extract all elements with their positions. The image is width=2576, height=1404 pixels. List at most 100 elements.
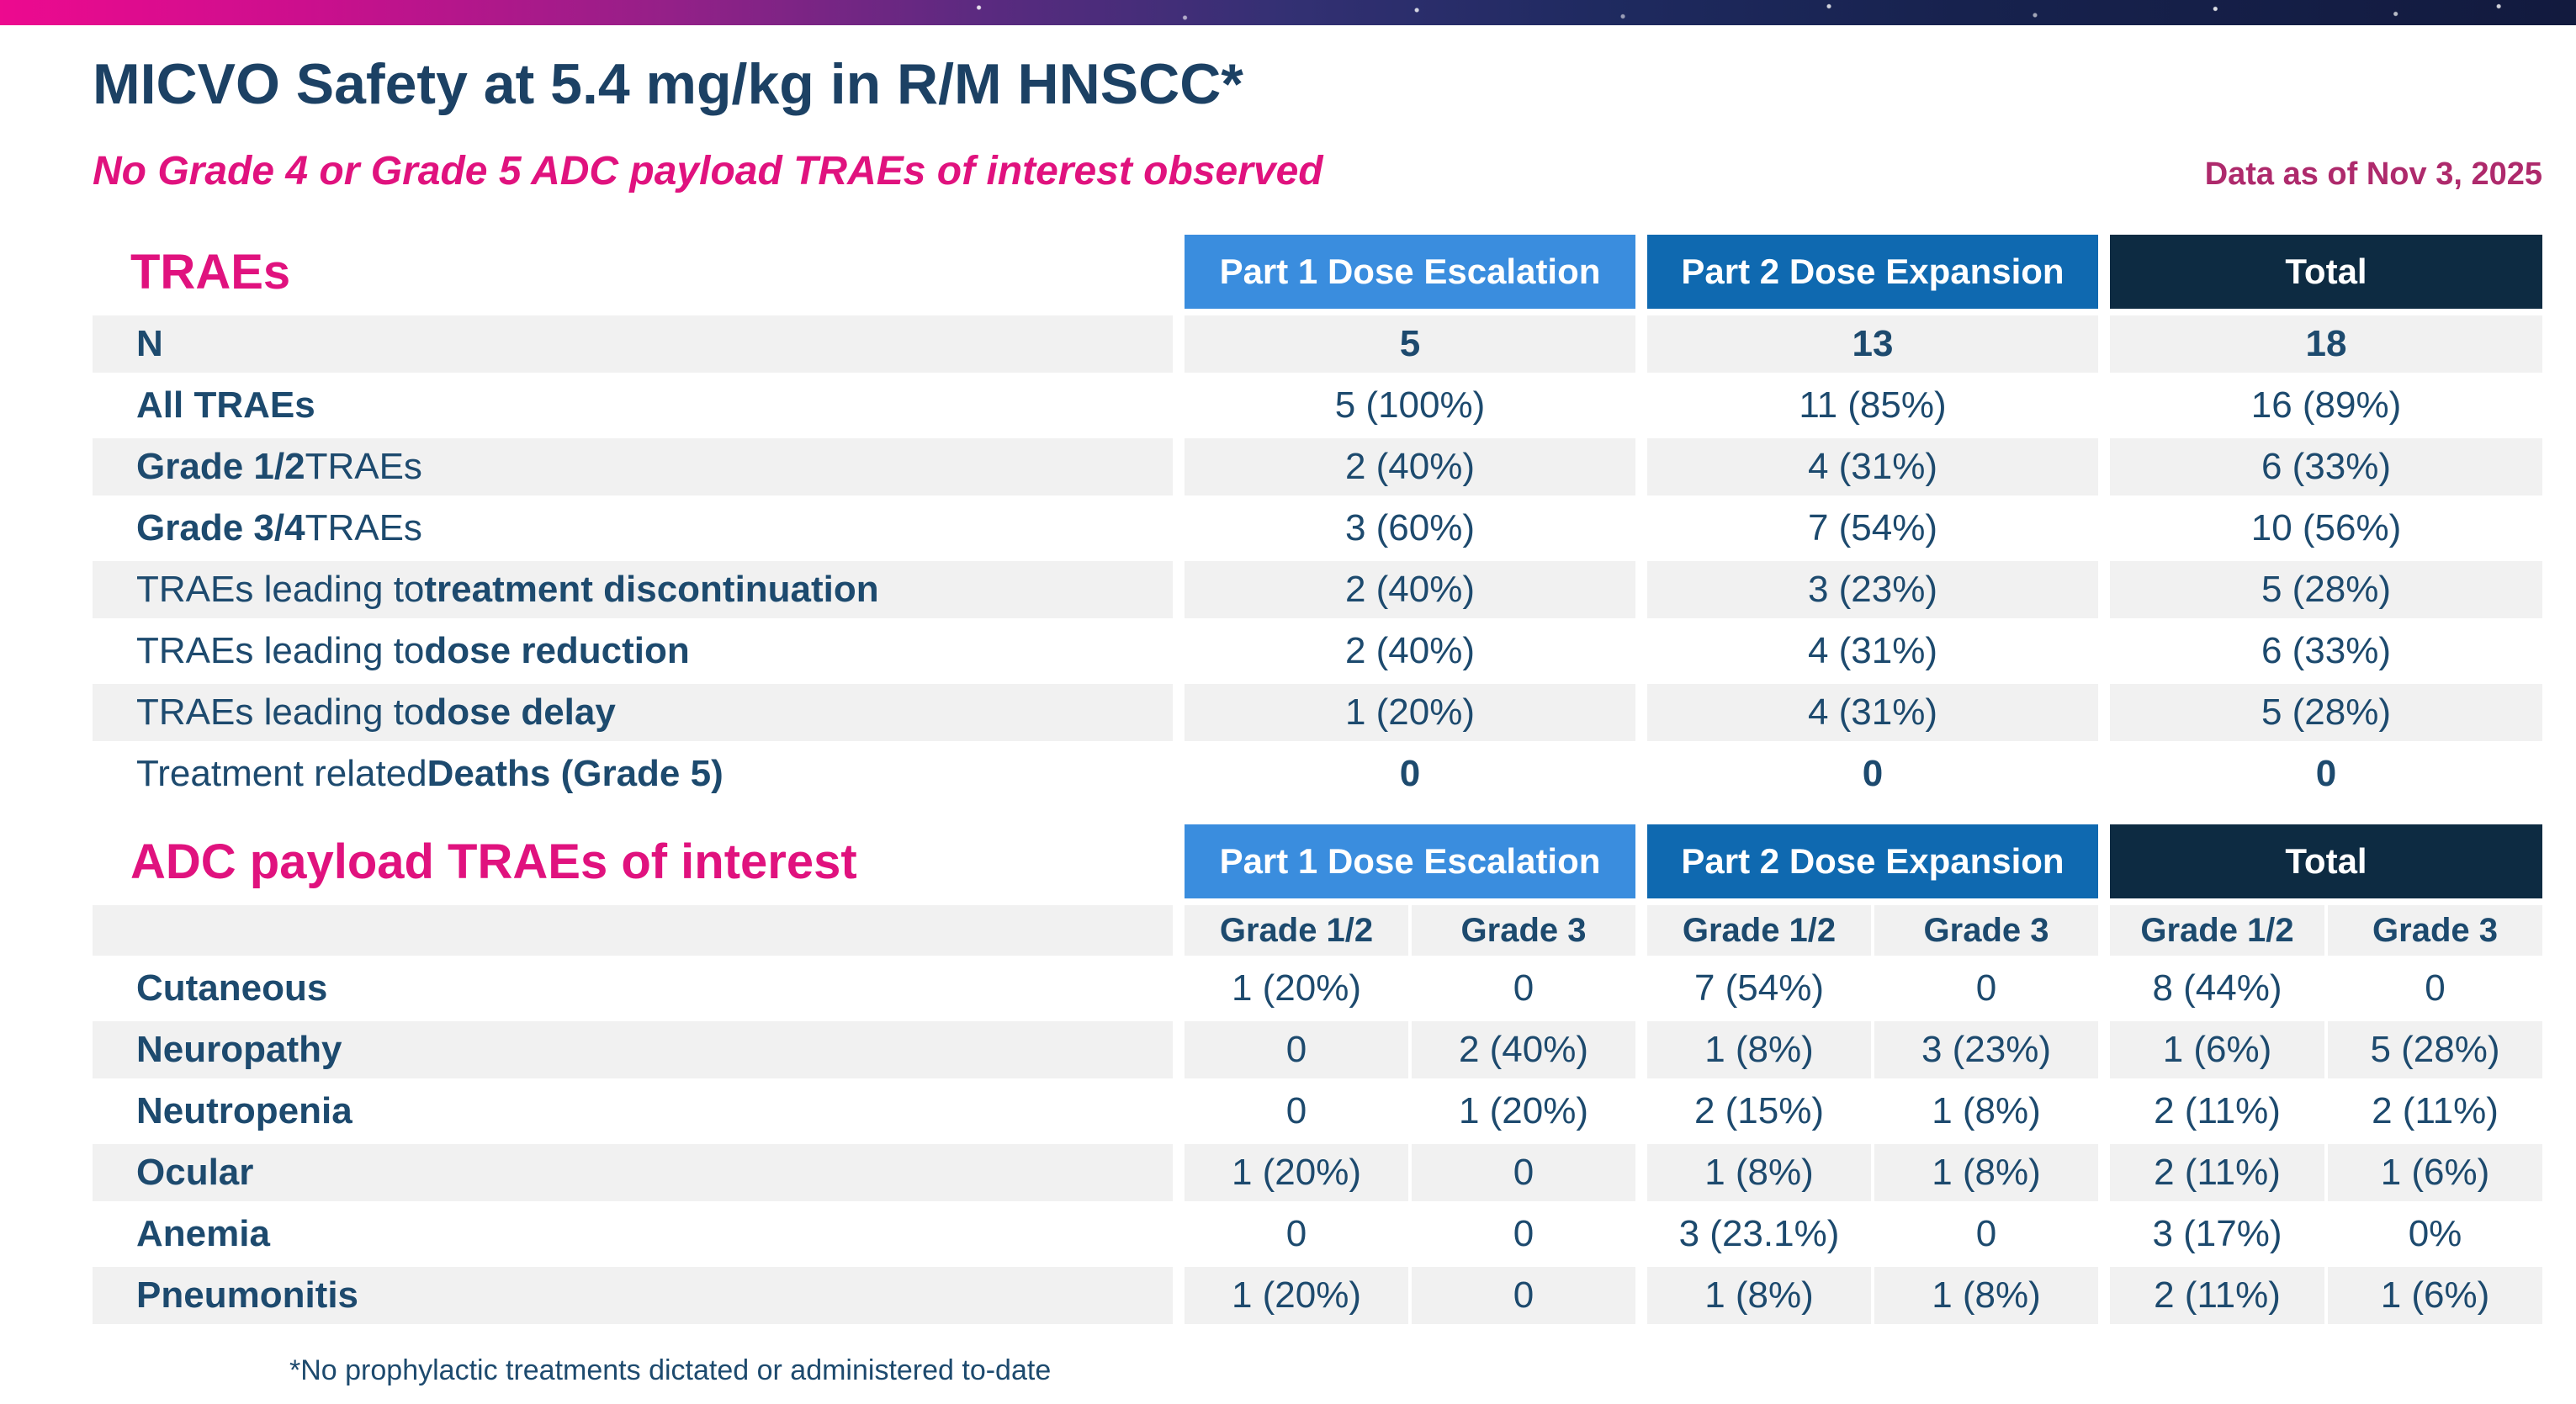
- table-row-cutaneous: Cutaneous 1 (20%) 0 7 (54%) 0 8 (44%) 0: [93, 960, 2542, 1017]
- page-title: MICVO Safety at 5.4 mg/kg in R/M HNSCC*: [93, 52, 1243, 116]
- footnote: *No prophylactic treatments dictated or …: [289, 1354, 1052, 1387]
- value-cell: 5 (28%): [2110, 684, 2542, 742]
- subheader-grade3: Grade 3: [1412, 905, 1635, 956]
- value-cell: 5 (100%): [1334, 384, 1486, 426]
- label-bold: dose delay: [424, 691, 616, 734]
- value-cell: 0: [1513, 967, 1534, 1009]
- value-cell: 1 (20%): [1185, 1267, 1408, 1325]
- value-cell: 5 (28%): [2328, 1021, 2542, 1079]
- label-bold: treatment discontinuation: [424, 569, 879, 611]
- adc-grade-subheader-row: Grade 1/2 Grade 3 Grade 1/2 Grade 3 Grad…: [93, 905, 2542, 956]
- row-label: TRAEs leading to dose delay: [93, 684, 1173, 742]
- row-label: Neutropenia: [136, 1090, 352, 1132]
- value-cell: 3 (23.1%): [1678, 1213, 1840, 1255]
- row-label: Cutaneous: [136, 967, 328, 1009]
- table-row-neuropathy: Neuropathy 0 2 (40%) 1 (8%) 3 (23%) 1 (6…: [93, 1021, 2542, 1079]
- col-header-part1-dose-escalation: Part 1 Dose Escalation: [1185, 824, 1635, 899]
- row-label: All TRAEs: [93, 377, 1173, 434]
- slide-content: MICVO Safety at 5.4 mg/kg in R/M HNSCC* …: [0, 25, 2576, 1387]
- row-label: Treatment related Deaths (Grade 5): [93, 745, 1173, 803]
- section-title-adc-payload: ADC payload TRAEs of interest: [130, 834, 857, 889]
- subtitle: No Grade 4 or Grade 5 ADC payload TRAEs …: [93, 149, 1323, 194]
- value-cell: 2 (15%): [1693, 1090, 1825, 1132]
- table-row-dose-delay: TRAEs leading to dose delay 1 (20%) 4 (3…: [93, 684, 2542, 742]
- label-bold: N: [136, 323, 163, 365]
- traes-table: TRAEs Part 1 Dose Escalation Part 2 Dose…: [93, 235, 2542, 803]
- value-cell: 0: [1975, 967, 1997, 1009]
- subheader-grade12: Grade 1/2: [1185, 905, 1408, 956]
- value-cell: 1 (8%): [1932, 1090, 2041, 1132]
- col-header-part1-dose-escalation: Part 1 Dose Escalation: [1185, 235, 1635, 310]
- row-label: Anemia: [136, 1213, 270, 1255]
- subheader-grade12: Grade 1/2: [1647, 905, 1871, 956]
- value-cell: 0: [1185, 1021, 1408, 1079]
- table-row-grade12-traes: Grade 1/2 TRAEs 2 (40%) 4 (31%) 6 (33%): [93, 438, 2542, 496]
- col-header-part2-dose-expansion: Part 2 Dose Expansion: [1647, 824, 2098, 899]
- value-cell: 2 (40%): [1185, 438, 1635, 496]
- label-bold: dose reduction: [424, 630, 690, 672]
- row-label: TRAEs leading to treatment discontinuati…: [93, 561, 1173, 619]
- row-label: Ocular: [93, 1144, 1173, 1202]
- value-cell: 1 (6%): [2328, 1267, 2542, 1325]
- table-row-all-traes: All TRAEs 5 (100%) 11 (85%) 16 (89%): [93, 377, 2542, 434]
- data-as-of-label: Data as of Nov 3, 2025: [2204, 156, 2542, 193]
- value-cell: 0: [1399, 753, 1421, 795]
- value-cell: 0: [2315, 753, 2337, 795]
- value-cell: 0: [1412, 1267, 1635, 1325]
- value-cell: 8 (44%): [2152, 967, 2282, 1009]
- value-cell: 0: [1513, 1213, 1534, 1255]
- table-row-grade34-traes: Grade 3/4 TRAEs 3 (60%) 7 (54%) 10 (56%): [93, 500, 2542, 557]
- value-cell: 16 (89%): [2250, 384, 2402, 426]
- table-row-neutropenia: Neutropenia 0 1 (20%) 2 (15%) 1 (8%) 2 (…: [93, 1083, 2542, 1140]
- top-banner-gradient: [0, 0, 2576, 25]
- row-label: Grade 1/2 TRAEs: [93, 438, 1173, 496]
- table-row-deaths-grade5: Treatment related Deaths (Grade 5) 0 0 0: [93, 745, 2542, 803]
- label-bold: Deaths (Grade 5): [427, 753, 724, 795]
- row-label: N: [93, 315, 1173, 374]
- row-label: TRAEs leading to dose reduction: [93, 623, 1173, 680]
- traes-header-row: TRAEs Part 1 Dose Escalation Part 2 Dose…: [93, 235, 2542, 310]
- row-label: Neuropathy: [93, 1021, 1173, 1079]
- value-cell: 1 (6%): [2110, 1021, 2324, 1079]
- value-cell: 5 (28%): [2110, 561, 2542, 619]
- value-cell: 1 (8%): [1874, 1267, 2098, 1325]
- value-cell: 0: [1412, 1144, 1635, 1202]
- value-cell: 1 (8%): [1874, 1144, 2098, 1202]
- label-bold: Grade 1/2: [136, 446, 305, 488]
- value-cell: 0: [1862, 753, 1884, 795]
- adc-payload-table: ADC payload TRAEs of interest Part 1 Dos…: [93, 824, 2542, 1325]
- label-bold: All TRAEs: [136, 384, 315, 426]
- value-cell: 6 (33%): [2261, 630, 2392, 672]
- value-cell: 0: [2425, 967, 2446, 1009]
- table-row-pneumonitis: Pneumonitis 1 (20%) 0 1 (8%) 1 (8%) 2 (1…: [93, 1267, 2542, 1325]
- value-cell: 1 (8%): [1647, 1021, 1871, 1079]
- subheader-grade3: Grade 3: [1874, 905, 2098, 956]
- value-cell: 2 (11%): [2154, 1090, 2281, 1132]
- value-cell: 2 (40%): [1344, 630, 1476, 672]
- value-cell: 3 (23%): [1874, 1021, 2098, 1079]
- value-cell: 2 (40%): [1185, 561, 1635, 619]
- value-cell: 0: [1285, 1090, 1307, 1132]
- value-cell: 3 (17%): [2152, 1213, 2282, 1255]
- value-cell: 0: [1285, 1213, 1307, 1255]
- value-cell: 6 (33%): [2110, 438, 2542, 496]
- subheader-grade12: Grade 1/2: [2110, 905, 2324, 956]
- section-title-traes: TRAEs: [130, 244, 291, 299]
- label-post: TRAEs: [305, 446, 422, 488]
- value-cell: 4 (31%): [1647, 438, 2098, 496]
- label-bold: Grade 3/4: [136, 507, 305, 549]
- value-cell: 1 (20%): [1185, 1144, 1408, 1202]
- value-cell: 4 (31%): [1807, 630, 1938, 672]
- adc-header-row: ADC payload TRAEs of interest Part 1 Dos…: [93, 824, 2542, 899]
- col-header-part2-dose-expansion: Part 2 Dose Expansion: [1647, 235, 2098, 310]
- value-cell: 1 (20%): [1458, 1090, 1589, 1132]
- value-cell: 2 (11%): [2372, 1090, 2499, 1132]
- label-pre: Treatment related: [136, 753, 427, 795]
- value-cell: 1 (20%): [1185, 684, 1635, 742]
- col-header-total: Total: [2110, 824, 2542, 899]
- value-cell: 1 (8%): [1647, 1144, 1871, 1202]
- label-post: TRAEs: [305, 507, 422, 549]
- empty-corner-cell: [93, 905, 1173, 956]
- label-pre: TRAEs leading to: [136, 691, 425, 734]
